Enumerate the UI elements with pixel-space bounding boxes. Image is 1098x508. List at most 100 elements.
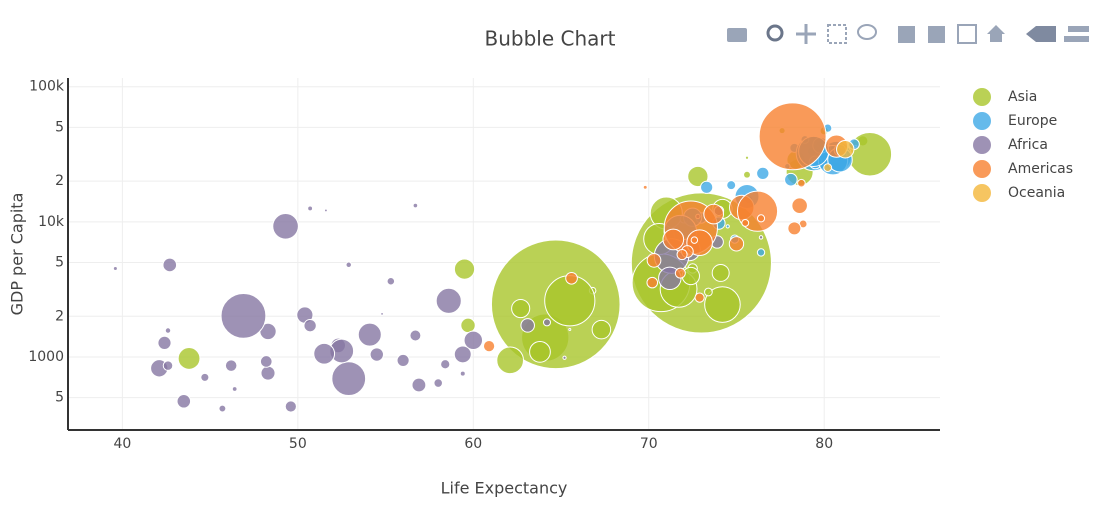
bubble xyxy=(200,372,210,382)
y-tick-label: 100k xyxy=(29,79,65,95)
x-tick-label: 50 xyxy=(289,436,307,452)
bubble xyxy=(704,286,741,323)
bubble xyxy=(357,322,382,347)
hover-compare-icon[interactable] xyxy=(1064,26,1089,42)
bubble xyxy=(496,346,524,375)
pan-icon[interactable] xyxy=(796,24,816,44)
bubble xyxy=(463,330,484,351)
bubble xyxy=(162,360,174,371)
bubble xyxy=(345,261,352,268)
bubble xyxy=(662,228,685,251)
legend-marker xyxy=(973,184,991,202)
legend-label: Americas xyxy=(1008,161,1073,177)
y-tick-label: 5 xyxy=(55,390,64,406)
camera-icon[interactable] xyxy=(727,28,747,42)
y-tick-label: 10k xyxy=(38,214,65,230)
bubble xyxy=(307,205,314,212)
bubble xyxy=(791,197,808,214)
bubble xyxy=(823,163,833,173)
bubble xyxy=(741,219,750,227)
y-tick-label: 5 xyxy=(55,255,64,271)
bubble xyxy=(646,253,662,268)
legend-label: Africa xyxy=(1008,137,1048,153)
autoscale-icon[interactable] xyxy=(957,24,977,44)
bubble xyxy=(177,347,201,370)
bubble xyxy=(224,359,238,372)
bubble xyxy=(700,180,714,194)
bubble xyxy=(433,378,443,388)
bubble xyxy=(157,335,172,350)
bubble xyxy=(711,263,730,282)
bubble xyxy=(331,361,367,397)
x-tick-label: 40 xyxy=(113,436,131,452)
bubble xyxy=(231,386,238,392)
bubble xyxy=(218,404,227,413)
y-axis-label: GDP per Capita xyxy=(8,193,27,316)
bubble xyxy=(313,342,336,365)
bubble xyxy=(482,340,496,353)
bubble xyxy=(220,292,267,339)
bubble xyxy=(562,355,567,360)
bubble xyxy=(511,299,531,319)
bubble xyxy=(303,319,317,333)
modebar[interactable] xyxy=(727,24,1089,44)
x-axis-label: Life Expectancy xyxy=(441,479,568,498)
bubble xyxy=(164,327,172,334)
bubble xyxy=(728,236,745,252)
bubble xyxy=(725,224,730,229)
x-tick-label: 60 xyxy=(464,436,482,452)
bubble xyxy=(396,353,410,367)
lasso-icon[interactable] xyxy=(857,24,877,40)
bubble xyxy=(440,359,451,370)
bubble xyxy=(676,248,688,261)
bubble xyxy=(460,317,476,334)
bubble xyxy=(112,265,118,272)
bubble xyxy=(756,248,766,257)
legend-label: Europe xyxy=(1008,113,1057,129)
bubble xyxy=(756,214,766,223)
bubble xyxy=(459,370,466,377)
bubble xyxy=(411,377,427,393)
bubble xyxy=(784,172,798,187)
bubble xyxy=(260,365,276,381)
legend-marker xyxy=(973,112,991,130)
y-tick-label: 5 xyxy=(55,119,64,135)
bubble xyxy=(542,318,551,327)
legend-marker xyxy=(973,160,991,178)
hover-closest-icon[interactable] xyxy=(1026,26,1056,42)
bubble xyxy=(259,355,273,368)
bubble xyxy=(758,102,827,171)
bubble xyxy=(744,155,750,160)
bubble xyxy=(520,318,535,333)
zoom-icon[interactable] xyxy=(766,24,784,42)
legend-label: Asia xyxy=(1008,89,1037,105)
bubble xyxy=(642,184,648,190)
bubble xyxy=(690,236,699,244)
bubble xyxy=(284,400,297,413)
zoom-in-icon[interactable] xyxy=(898,26,915,43)
bubble xyxy=(743,170,751,179)
bubble xyxy=(162,257,178,273)
bubble xyxy=(453,258,476,280)
bubble xyxy=(646,276,659,289)
y-tick-label: 2 xyxy=(55,308,64,324)
bubble xyxy=(176,393,192,409)
x-tick-label: 80 xyxy=(815,436,833,452)
bubble xyxy=(565,271,578,285)
zoom-out-icon[interactable] xyxy=(928,26,945,43)
bubble xyxy=(726,180,737,191)
legend-marker xyxy=(973,88,991,106)
bubble xyxy=(323,208,328,213)
bubble xyxy=(412,202,419,209)
bubble xyxy=(409,329,422,342)
bubble xyxy=(369,347,384,362)
x-tick-label: 70 xyxy=(640,436,658,452)
bubble xyxy=(694,292,705,303)
bubble xyxy=(272,212,299,240)
select-icon[interactable] xyxy=(827,24,847,44)
bubble xyxy=(380,312,384,316)
home-icon[interactable] xyxy=(987,25,1005,42)
bubble xyxy=(797,178,806,188)
bubble xyxy=(435,287,462,314)
